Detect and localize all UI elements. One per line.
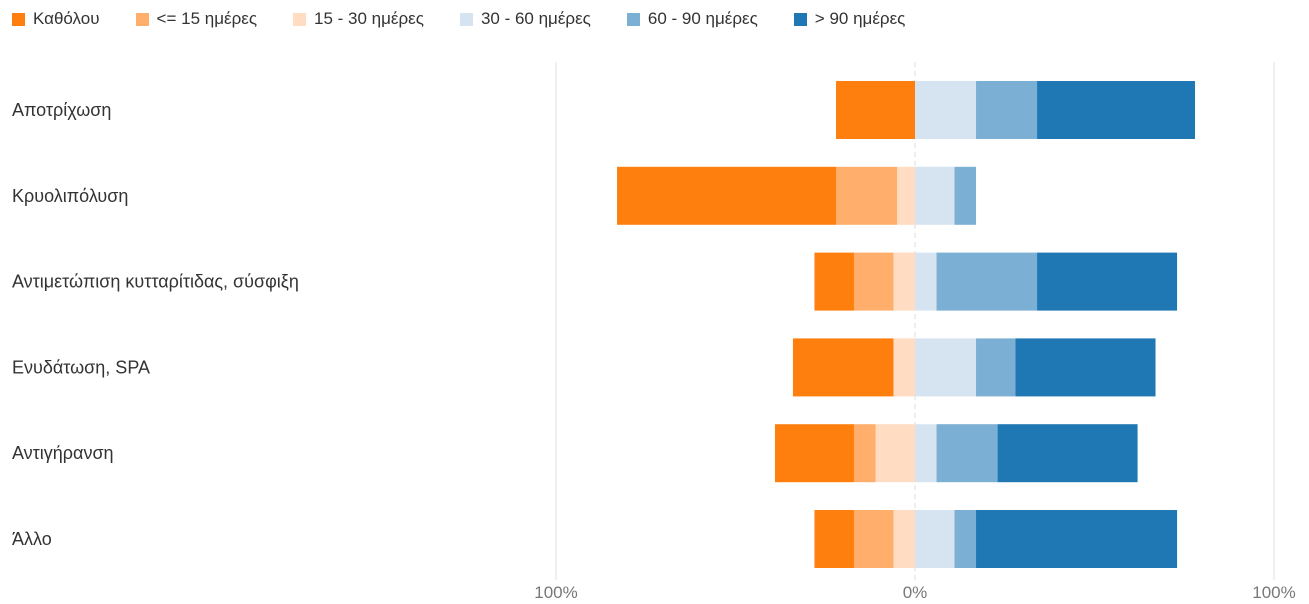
bar-segment[interactable] bbox=[915, 510, 955, 568]
x-tick-label: 100% bbox=[1252, 583, 1295, 602]
category-label: Άλλο bbox=[12, 529, 52, 549]
category-label: Αντιγήρανση bbox=[12, 443, 114, 463]
bar-segment[interactable] bbox=[875, 424, 915, 483]
bar-segment[interactable] bbox=[893, 252, 915, 311]
legend-swatch bbox=[626, 12, 640, 26]
category-label: Αντιμετώπιση κυτταρίτιδας, σύσφιξη bbox=[12, 272, 299, 292]
legend-swatch bbox=[459, 12, 473, 26]
legend-swatch bbox=[793, 12, 807, 26]
bar-segment[interactable] bbox=[617, 166, 837, 225]
bar-segment[interactable] bbox=[915, 81, 977, 139]
legend-item[interactable]: <= 15 ημέρες bbox=[135, 9, 258, 29]
legend-swatch bbox=[12, 12, 25, 26]
bar-segment[interactable] bbox=[954, 510, 977, 568]
legend-item[interactable]: 60 - 90 ημέρες bbox=[626, 9, 758, 29]
legend-item[interactable]: 30 - 60 ημέρες bbox=[459, 9, 591, 29]
bar-segment[interactable] bbox=[774, 424, 854, 483]
legend-item[interactable]: Καθόλου bbox=[12, 9, 100, 29]
legend-swatch bbox=[135, 12, 149, 26]
bar-segment[interactable] bbox=[915, 252, 937, 311]
legend-item[interactable]: > 90 ημέρες bbox=[793, 9, 906, 29]
bar-segment[interactable] bbox=[897, 166, 915, 225]
bar-segment[interactable] bbox=[792, 338, 894, 397]
bar-segment[interactable] bbox=[976, 510, 1178, 568]
bar-segment[interactable] bbox=[936, 424, 998, 483]
legend-label: <= 15 ημέρες bbox=[156, 9, 258, 28]
bar-segment[interactable] bbox=[814, 510, 854, 568]
legend-item[interactable]: 15 - 30 ημέρες bbox=[293, 9, 424, 29]
bar-segment[interactable] bbox=[915, 166, 955, 225]
legend-swatch bbox=[293, 12, 307, 26]
bar-segment[interactable] bbox=[893, 338, 915, 397]
x-tick-label: 100% bbox=[534, 583, 577, 602]
category-label: Αποτρίχωση bbox=[12, 100, 111, 120]
bar-segment[interactable] bbox=[976, 338, 1016, 397]
bar-segment[interactable] bbox=[836, 166, 898, 225]
bar-segment[interactable] bbox=[814, 252, 854, 311]
bar-segment[interactable] bbox=[915, 338, 977, 397]
legend-label: 15 - 30 ημέρες bbox=[314, 9, 424, 28]
bar-segment[interactable] bbox=[853, 510, 894, 568]
bar-segment[interactable] bbox=[1037, 81, 1196, 139]
bar-segment[interactable] bbox=[853, 424, 876, 483]
bar-segment[interactable] bbox=[1037, 252, 1178, 311]
legend-label: Καθόλου bbox=[33, 9, 100, 28]
category-label: Κρυολιπόλυση bbox=[12, 186, 128, 206]
legend-label: 60 - 90 ημέρες bbox=[647, 9, 758, 28]
x-tick-label: 0% bbox=[903, 583, 928, 602]
bar-segment[interactable] bbox=[836, 81, 915, 139]
bar-segment[interactable] bbox=[853, 252, 894, 311]
bar-segment[interactable] bbox=[936, 252, 1038, 311]
legend: Καθόλου <= 15 ημέρες 15 - 30 ημέρες 30 - 60… bbox=[12, 6, 941, 32]
bar-segment[interactable] bbox=[954, 166, 977, 225]
bar-segment[interactable] bbox=[1015, 338, 1156, 397]
bar-segment[interactable] bbox=[915, 424, 937, 483]
category-label: Ενυδάτωση, SPA bbox=[12, 357, 150, 377]
legend-label: > 90 ημέρες bbox=[814, 9, 906, 28]
legend-label: 30 - 60 ημέρες bbox=[480, 9, 591, 28]
bar-segment[interactable] bbox=[893, 510, 915, 568]
bar-segment[interactable] bbox=[976, 81, 1038, 139]
bar-segment[interactable] bbox=[997, 424, 1138, 483]
